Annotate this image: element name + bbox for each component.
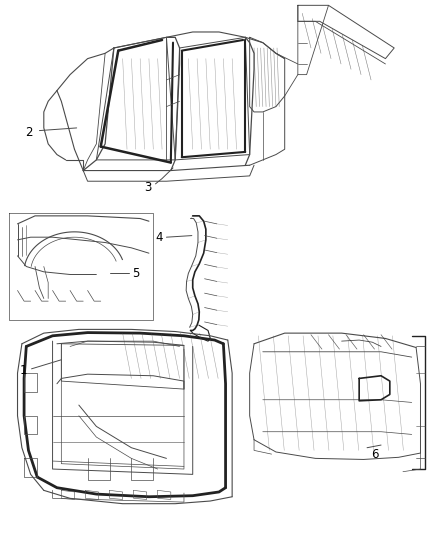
Text: 6: 6	[371, 448, 378, 461]
Text: 2: 2	[25, 126, 32, 139]
Text: 3: 3	[145, 181, 152, 194]
Text: 4: 4	[155, 231, 163, 244]
Text: 5: 5	[132, 267, 139, 280]
Text: 1: 1	[19, 364, 27, 377]
